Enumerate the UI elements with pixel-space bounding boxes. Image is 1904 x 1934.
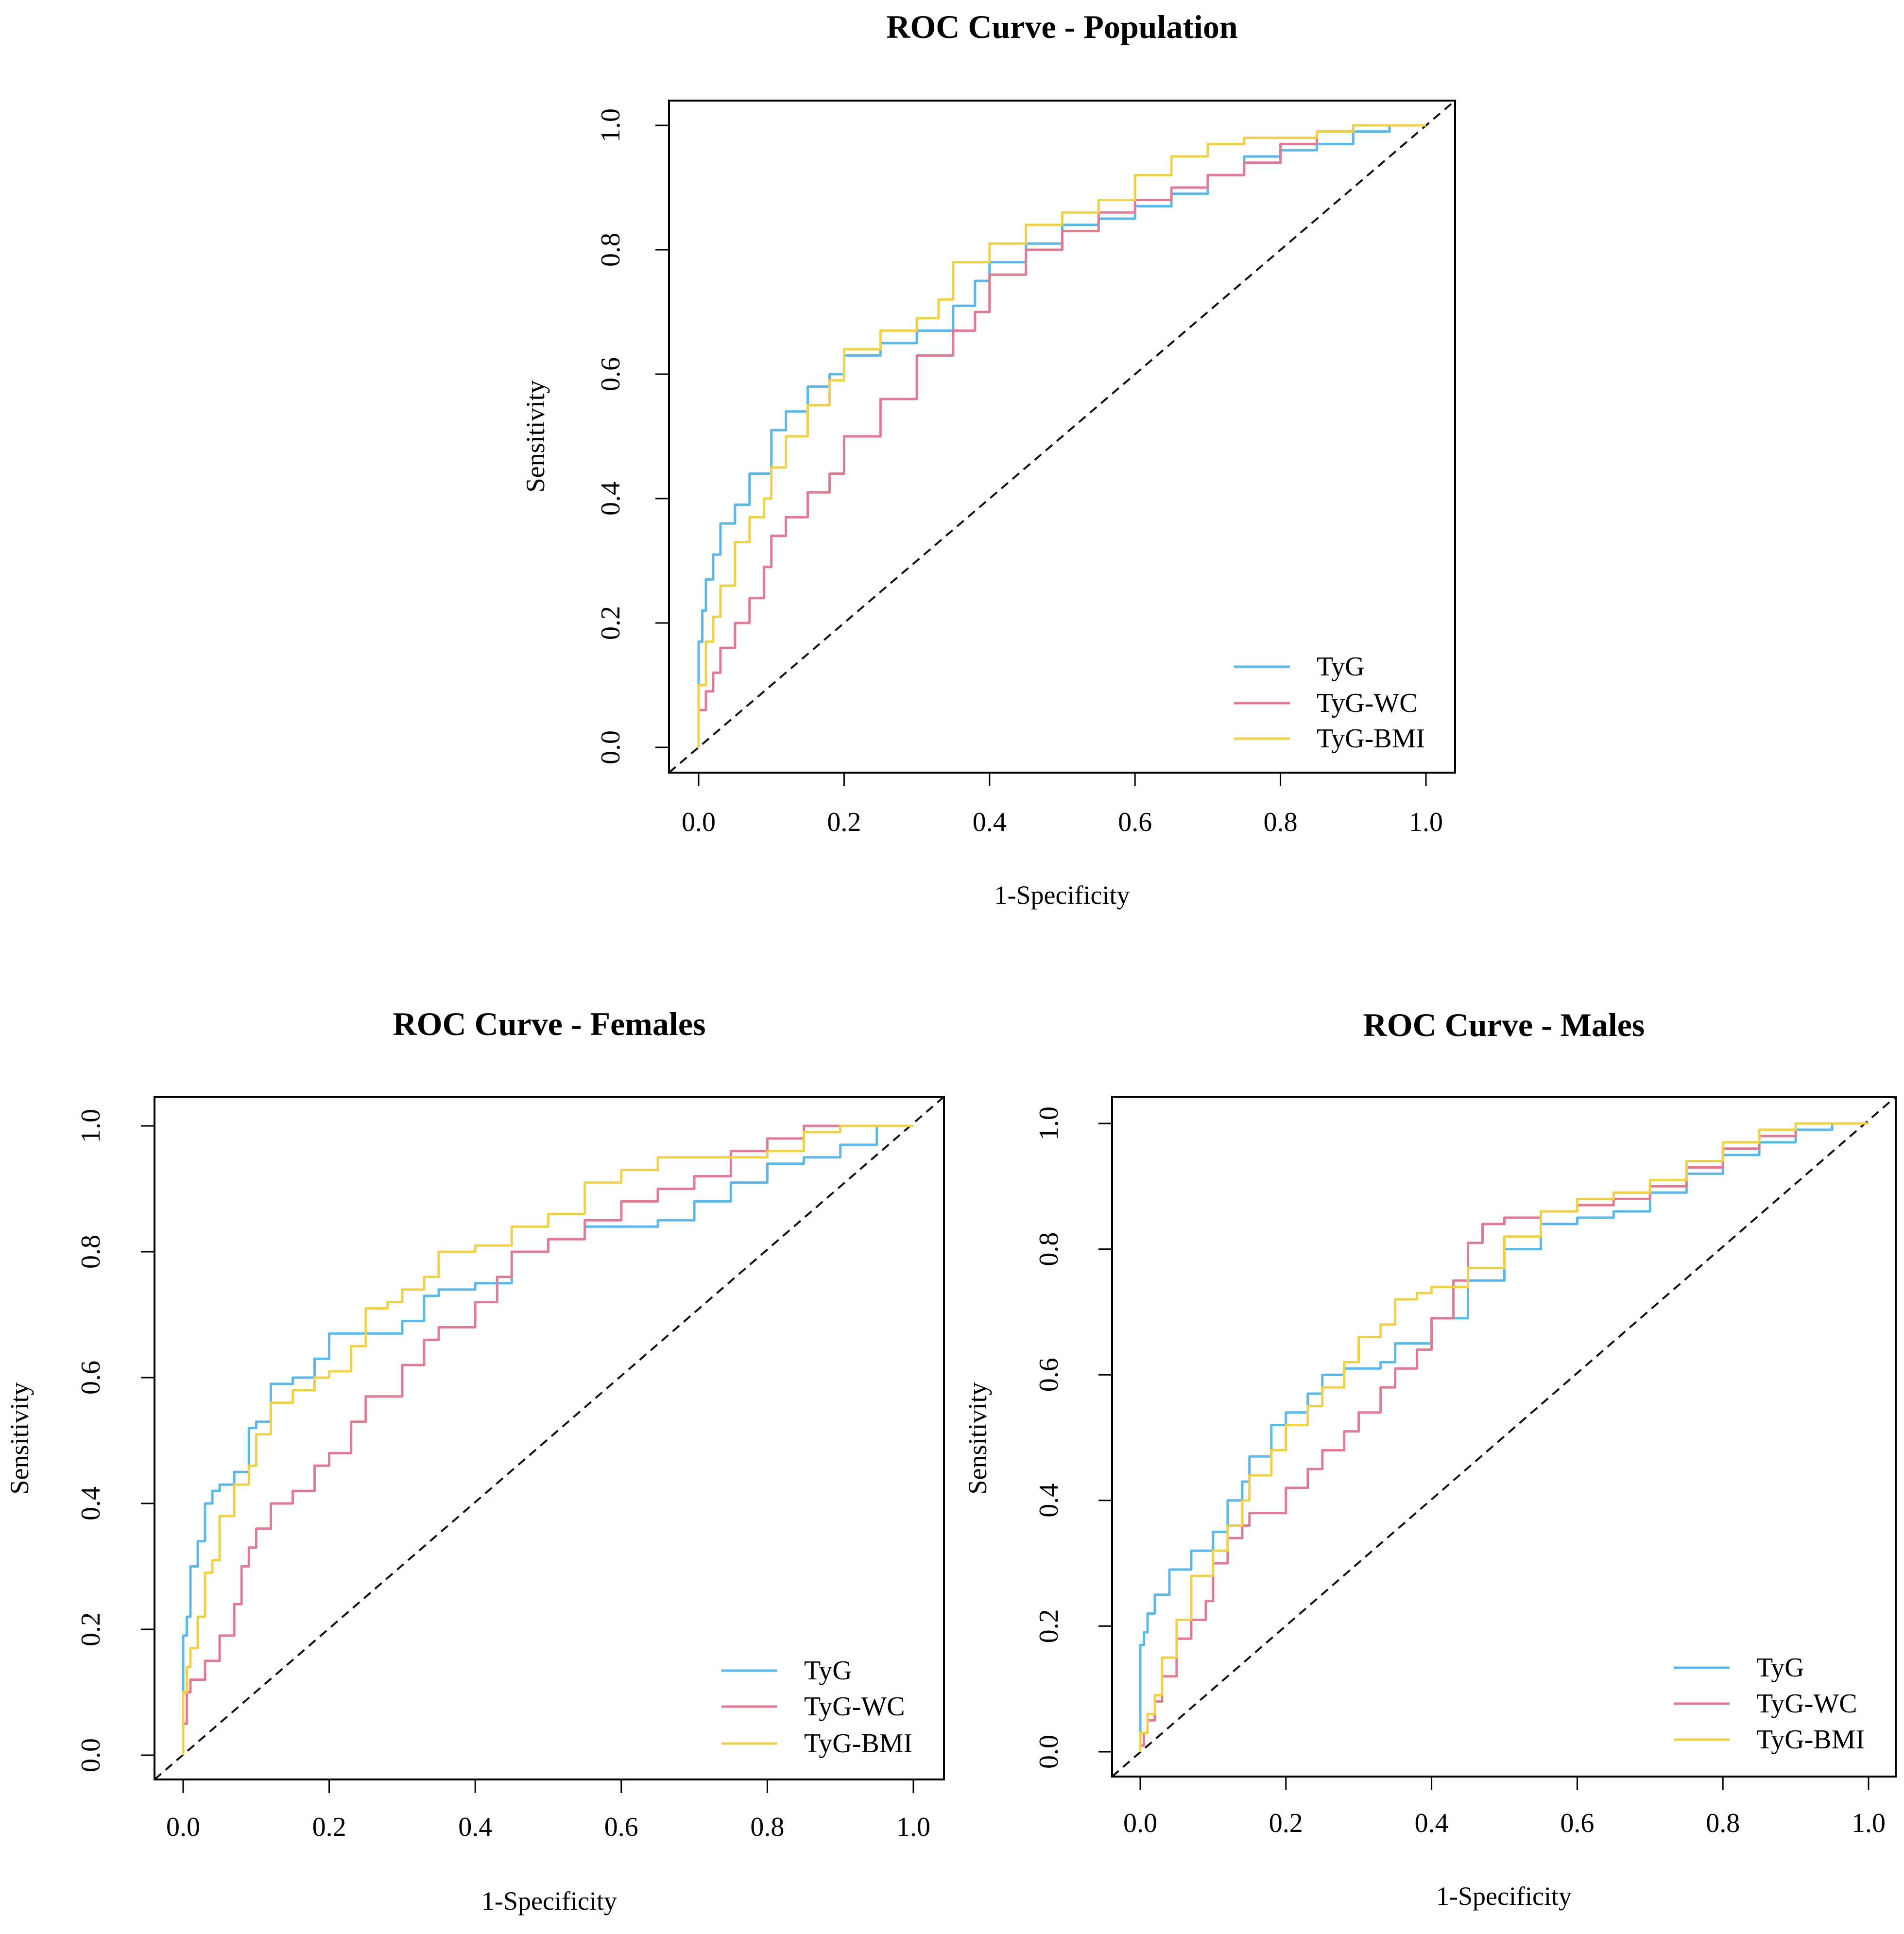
- reference-diagonal-line: [1111, 1096, 1897, 1778]
- roc-panel-males: ROC Curve - Males 0.0 0.2 0.4 0.6 0.8 1.0 0.0 0.…: [963, 1006, 1897, 1911]
- x-tick-label: 0.0: [682, 807, 716, 837]
- y-tick-label: 0.4: [1034, 1484, 1064, 1518]
- legend-label-tyg-wc: TyG-WC: [1756, 1689, 1857, 1719]
- series-line-tyg-wc: [697, 124, 1426, 747]
- y-tick-label: 0.0: [596, 730, 626, 764]
- x-tick-label: 0.4: [458, 1812, 492, 1842]
- legend-label-tyg-wc: TyG-WC: [1317, 688, 1418, 718]
- y-tick-label: 0.8: [76, 1235, 106, 1269]
- x-tick-label: 0.4: [1415, 1808, 1449, 1838]
- y-tick-label: 0.2: [596, 606, 626, 640]
- y-tick-label: 0.8: [596, 233, 626, 267]
- x-tick-label: 0.6: [1560, 1808, 1594, 1838]
- y-tick-label: 0.6: [76, 1361, 106, 1395]
- legend-label-tyg-bmi: TyG-BMI: [1756, 1725, 1865, 1755]
- x-tick-label: 0.2: [312, 1812, 346, 1842]
- series-line-tyg-wc: [1139, 1122, 1869, 1752]
- x-tick-label: 0.0: [1123, 1808, 1157, 1838]
- roc-panel-population: ROC Curve - Population 0.0 0.2 0.4 0.6 0.8 1.0…: [521, 8, 1456, 910]
- y-tick-label: 1.0: [1034, 1106, 1064, 1140]
- y-tick-label: 0.4: [596, 482, 626, 516]
- legend-label-tyg-bmi: TyG-BMI: [1317, 724, 1425, 754]
- series-line-tyg-wc: [182, 1124, 913, 1755]
- roc-panel-females: ROC Curve - Females 0.0 0.2 0.4 0.6 0.8 1.0 0.0…: [5, 1005, 945, 1916]
- x-tick-label: 0.0: [166, 1812, 200, 1842]
- x-tick-label: 0.8: [750, 1812, 784, 1842]
- x-tick-label: 1.0: [896, 1812, 930, 1842]
- y-tick-label: 0.0: [76, 1738, 106, 1772]
- x-tick-label: 0.6: [1118, 807, 1152, 837]
- y-tick-label: 0.4: [76, 1486, 106, 1520]
- x-tick-label: 0.4: [973, 807, 1007, 837]
- x-tick-label: 0.2: [827, 807, 861, 837]
- legend-label-tyg: TyG: [1317, 652, 1365, 682]
- y-axis-label: Sensitivity: [963, 1382, 992, 1494]
- chart-title: ROC Curve - Females: [393, 1005, 706, 1042]
- reference-diagonal-line: [668, 100, 1456, 774]
- series-line-tyg-bmi: [1139, 1122, 1869, 1752]
- y-tick-label: 0.2: [76, 1612, 106, 1646]
- x-tick-label: 1.0: [1852, 1808, 1886, 1838]
- chart-title: ROC Curve - Males: [1363, 1006, 1645, 1043]
- x-tick-label: 0.8: [1706, 1808, 1740, 1838]
- x-tick-label: 0.2: [1269, 1808, 1303, 1838]
- y-tick-label: 1.0: [76, 1109, 106, 1143]
- x-axis-label: 1-Specificity: [481, 1886, 617, 1916]
- y-tick-label: 0.0: [1034, 1735, 1064, 1769]
- y-axis-label: Sensitivity: [5, 1382, 34, 1494]
- x-axis-label: 1-Specificity: [1436, 1882, 1572, 1911]
- y-tick-label: 0.6: [596, 357, 626, 391]
- x-tick-label: 1.0: [1409, 807, 1443, 837]
- x-axis-label: 1-Specificity: [995, 881, 1130, 910]
- series-line-tyg-bmi: [697, 124, 1426, 747]
- chart-title: ROC Curve - Population: [886, 8, 1237, 45]
- series-line-tyg: [182, 1124, 913, 1755]
- x-tick-label: 0.8: [1264, 807, 1298, 837]
- legend-label-tyg: TyG: [804, 1656, 852, 1686]
- y-tick-label: 0.6: [1034, 1358, 1064, 1392]
- series-line-tyg-bmi: [182, 1124, 913, 1755]
- legend-label-tyg-wc: TyG-WC: [804, 1692, 905, 1722]
- legend-label-tyg-bmi: TyG-BMI: [804, 1728, 912, 1759]
- x-tick-label: 0.6: [604, 1812, 638, 1842]
- y-tick-label: 1.0: [596, 108, 626, 142]
- y-tick-label: 0.2: [1034, 1609, 1064, 1643]
- y-axis-label: Sensitivity: [521, 380, 550, 492]
- y-tick-label: 0.8: [1034, 1232, 1064, 1266]
- legend-label-tyg: TyG: [1756, 1653, 1804, 1683]
